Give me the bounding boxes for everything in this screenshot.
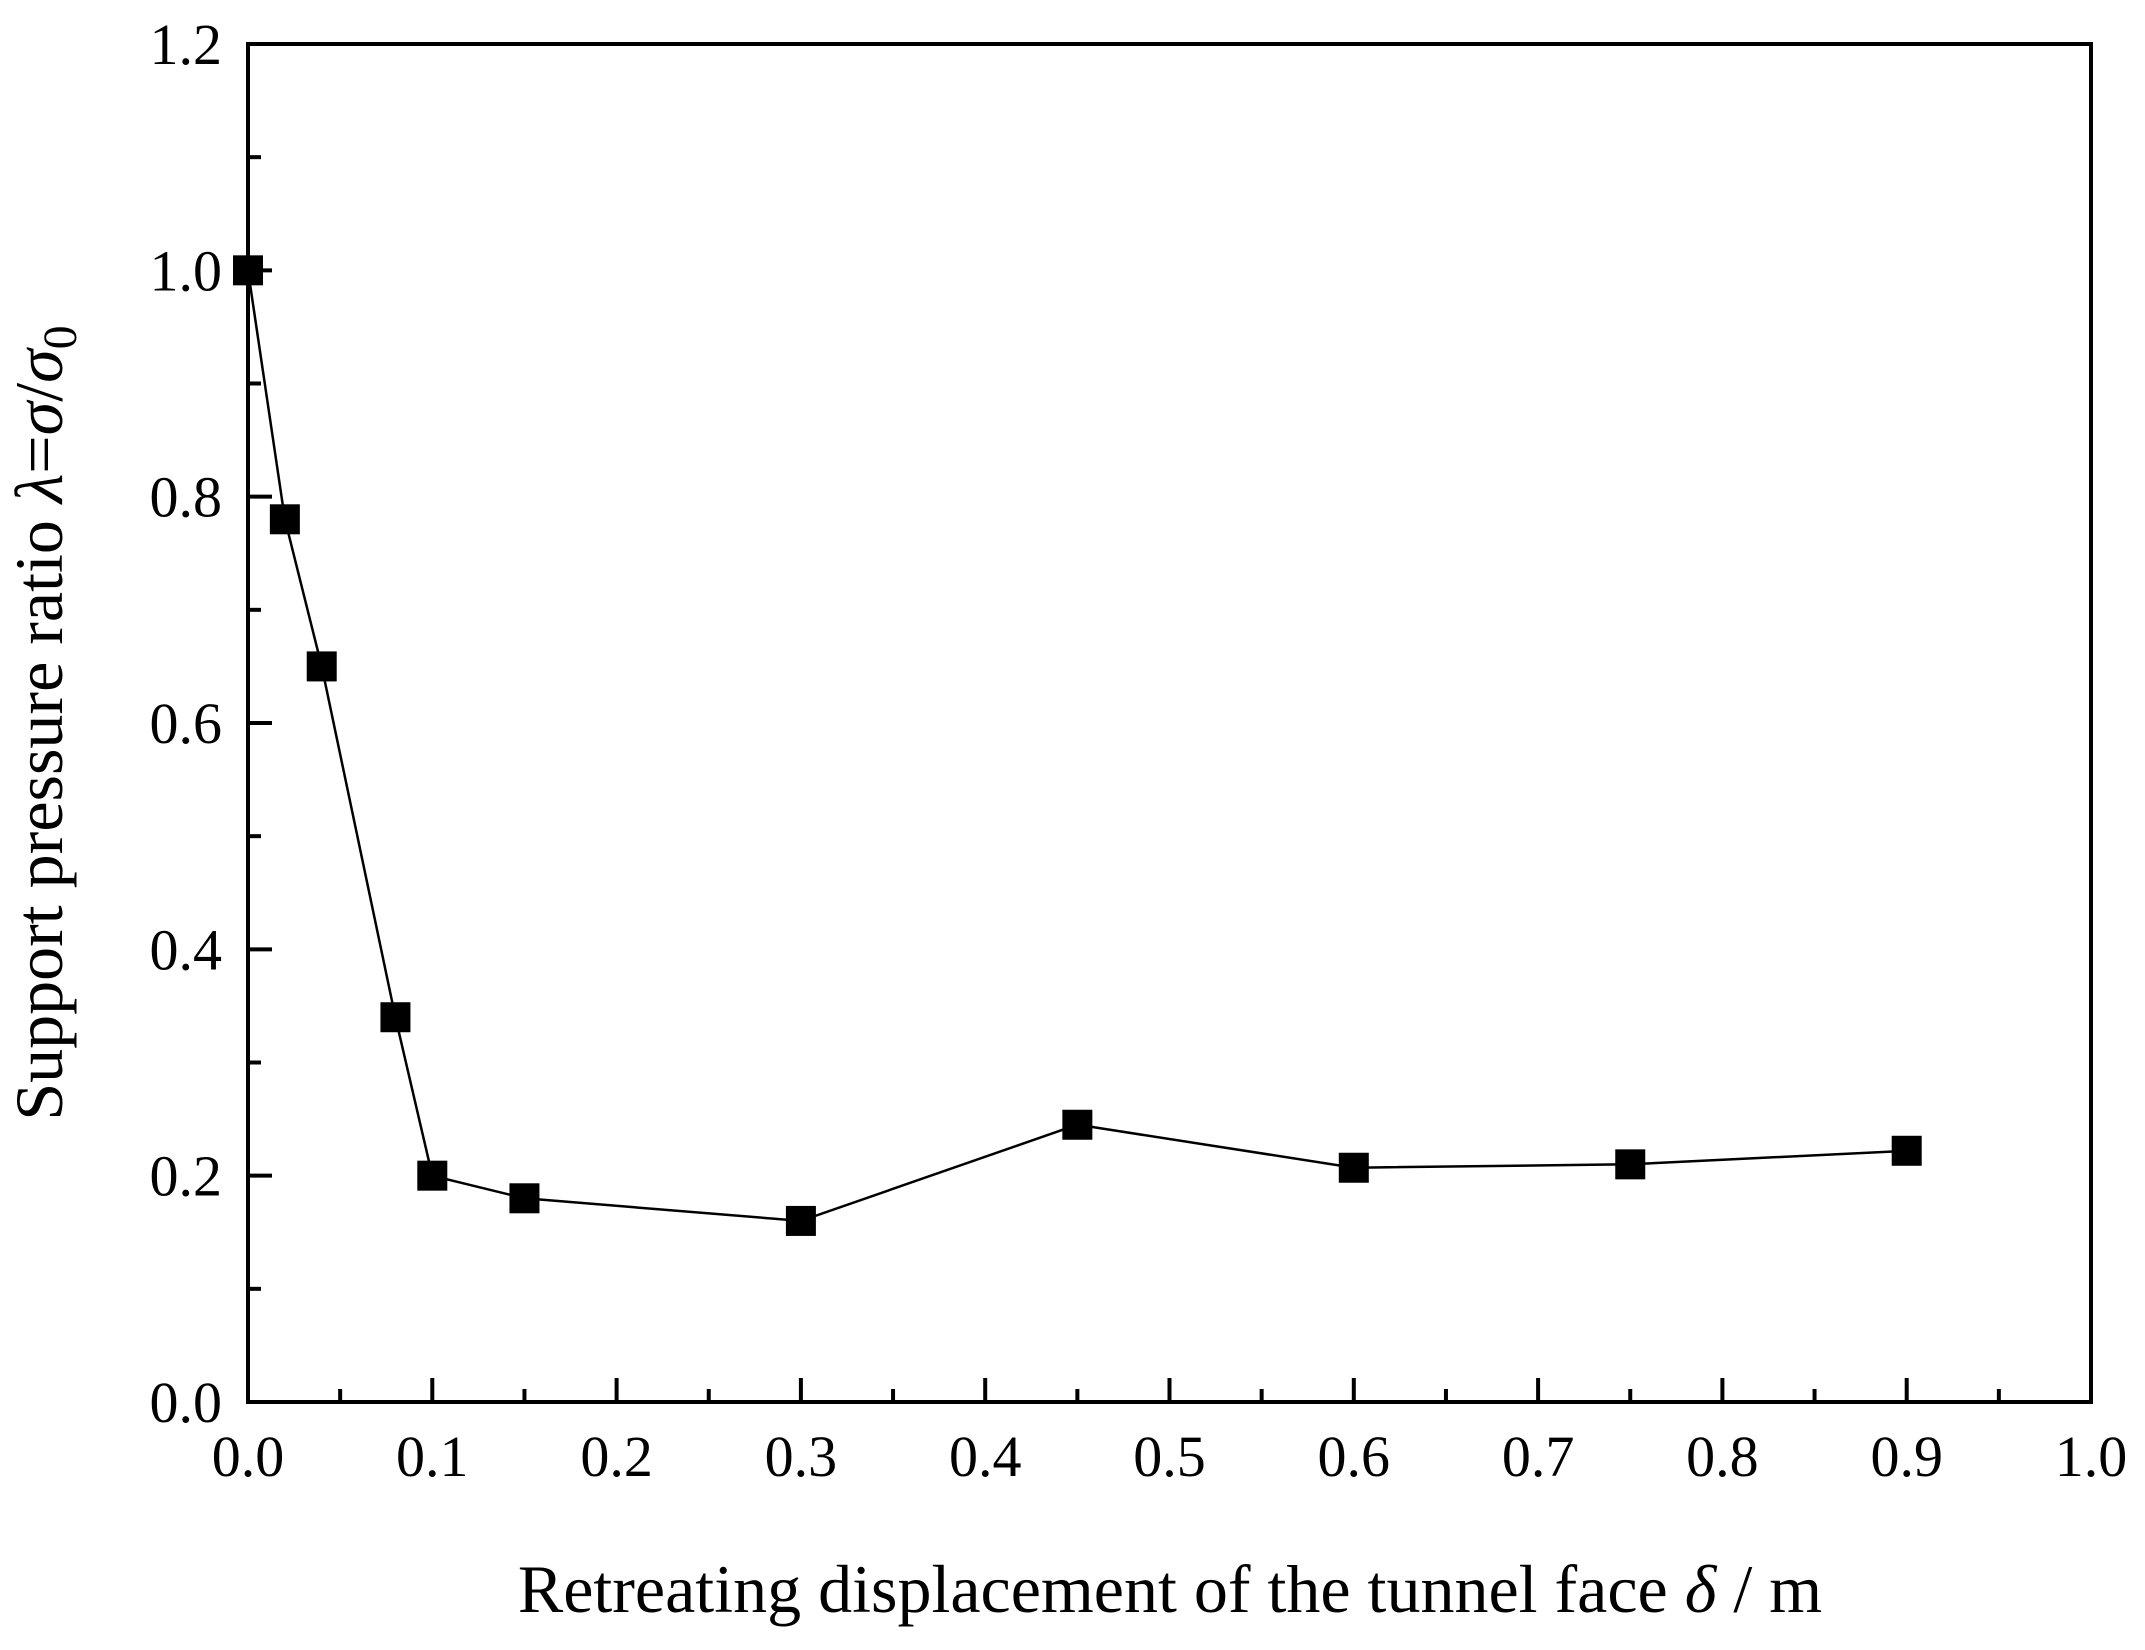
y-axis-label: Support pressure ratio λ=σ/σ0 (1, 325, 87, 1120)
data-point-marker (417, 1160, 448, 1191)
x-tick-label: 0.1 (396, 1424, 469, 1489)
x-axis-label-text: Retreating displacement of the tunnel fa… (518, 1551, 1668, 1627)
x-tick-label: 0.4 (949, 1424, 1022, 1489)
x-tick-label: 0.8 (1686, 1424, 1759, 1489)
data-point-marker (1615, 1149, 1646, 1180)
y-tick-label: 1.0 (150, 238, 223, 303)
x-axis-unit: / m (1733, 1551, 1822, 1627)
data-point-marker (269, 504, 300, 535)
y-axis-symbol-sigma0: σ (1, 347, 77, 383)
x-tick-label: 0.0 (212, 1424, 285, 1489)
y-tick-label: 1.2 (150, 12, 223, 77)
y-tick-label: 0.4 (150, 917, 223, 982)
y-tick-label: 0.0 (150, 1370, 223, 1435)
data-point-marker (380, 1002, 411, 1033)
tick-marks (246, 42, 2093, 1404)
y-axis-subscript: 0 (34, 325, 87, 349)
y-axis-symbol-sigma: σ (1, 399, 77, 435)
y-axis-equals: = (1, 435, 77, 473)
data-point-marker (509, 1183, 540, 1214)
x-tick-labels: 0.0 0.1 0.2 0.3 0.4 0.5 0.6 0.7 0.8 0.9 1.0 (212, 1424, 2128, 1489)
x-axis-symbol-delta: δ (1685, 1551, 1718, 1627)
x-tick-label: 0.2 (580, 1424, 653, 1489)
y-tick-label: 0.8 (150, 465, 223, 530)
data-point-marker (306, 651, 337, 682)
x-tick-label: 0.3 (765, 1424, 838, 1489)
x-tick-label: 0.5 (1133, 1424, 1206, 1489)
data-point-marker (785, 1205, 816, 1236)
y-tick-label: 0.6 (150, 691, 223, 756)
x-axis-label: Retreating displacement of the tunnel fa… (518, 1551, 1822, 1627)
series-markers (233, 255, 1922, 1236)
data-point-marker (233, 255, 263, 286)
x-tick-label: 1.0 (2055, 1424, 2128, 1489)
y-tick-labels: 0.0 0.2 0.4 0.6 0.8 1.0 1.2 (150, 12, 223, 1435)
y-axis-symbol-lambda: λ (1, 474, 77, 505)
data-point-marker (1062, 1109, 1093, 1140)
series-line (246, 270, 1907, 1223)
y-axis-label-text: Support pressure ratio (1, 520, 77, 1121)
x-tick-label: 0.9 (1870, 1424, 1943, 1489)
x-tick-label: 0.6 (1318, 1424, 1391, 1489)
data-point-marker (1891, 1135, 1922, 1166)
y-axis-slash: / (1, 383, 77, 402)
x-tick-label: 0.7 (1502, 1424, 1575, 1489)
y-tick-label: 0.2 (150, 1144, 223, 1209)
data-point-marker (1338, 1152, 1369, 1183)
